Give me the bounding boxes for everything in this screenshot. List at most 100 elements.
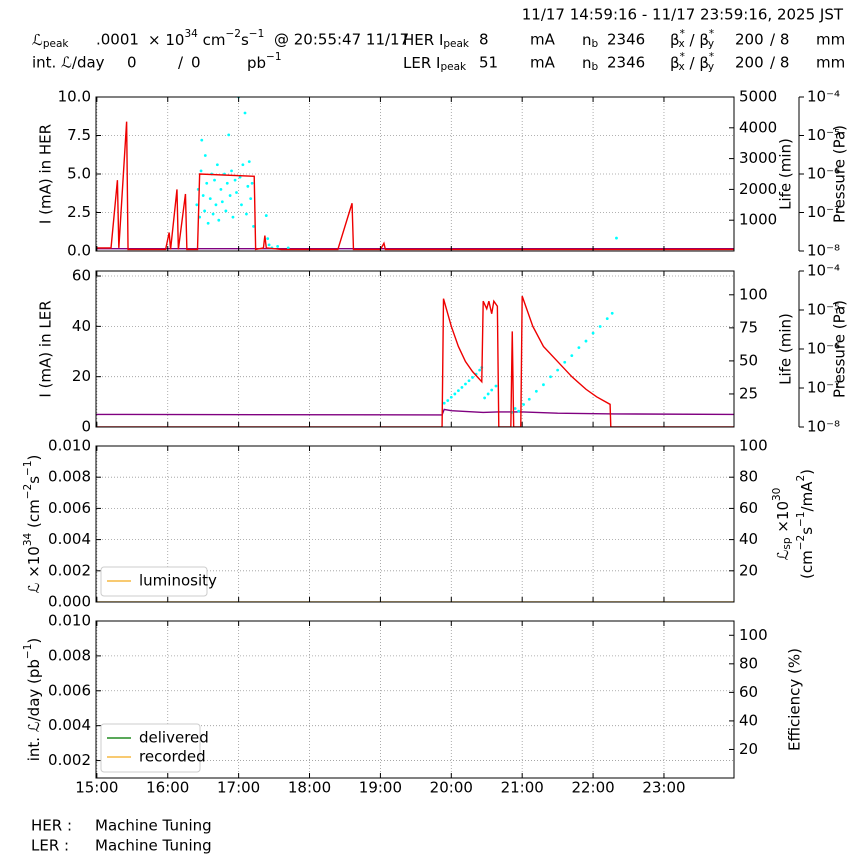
text-part: cm	[198, 31, 226, 49]
y3-tick-label: 10⁻⁵	[807, 301, 840, 319]
life-point	[467, 379, 471, 383]
series-line	[96, 408, 734, 416]
superscript: −2	[795, 535, 807, 550]
life-point	[241, 163, 245, 167]
panel-frame	[95, 620, 735, 779]
header-field: 8	[479, 31, 489, 49]
text-part: β	[670, 31, 680, 49]
y3-axis-label: Pressure (Pa)	[831, 300, 849, 398]
header-field: 200	[735, 31, 764, 49]
header-field: × 1034 cm−2s−1	[148, 28, 264, 49]
life-point	[610, 311, 614, 315]
life-point	[228, 194, 232, 197]
superscript: −1	[266, 51, 281, 63]
life-point	[527, 397, 531, 401]
life-point	[250, 181, 254, 185]
life-point	[276, 244, 280, 248]
header-field: mA	[530, 31, 556, 49]
y-tick-label: 60	[72, 267, 91, 285]
life-point	[478, 368, 482, 372]
y-tick-label: 0.000	[48, 593, 91, 611]
text-part: / β	[685, 54, 709, 72]
life-point	[225, 181, 229, 185]
y3-tick-label: 10⁻⁷	[807, 379, 840, 397]
life-point	[522, 403, 526, 406]
life-point	[542, 383, 545, 387]
header-field: 0	[127, 54, 137, 72]
header-field: β* x / β* y	[670, 28, 714, 50]
life-point	[460, 385, 464, 389]
life-point	[217, 218, 221, 222]
life-point	[556, 368, 560, 372]
x-tick-label: 18:00	[288, 779, 331, 797]
life-point	[453, 392, 457, 396]
panel-frame	[95, 445, 735, 603]
life-point	[266, 237, 270, 241]
legend-label: luminosity	[139, 572, 217, 590]
life-point	[442, 401, 446, 405]
header-field: 200	[735, 54, 764, 72]
legend-label: recorded	[139, 748, 206, 766]
x-tick-label: 15:00	[75, 779, 118, 797]
life-point	[549, 375, 552, 379]
superscript: −1	[22, 460, 34, 475]
life-point	[471, 376, 474, 379]
text-part: s	[25, 476, 43, 484]
legend-box	[100, 723, 201, 773]
life-point	[598, 325, 602, 328]
y2-tick-label: 4000	[739, 118, 777, 136]
superscript: *	[680, 51, 685, 63]
y3-tick-label: 10⁻⁷	[807, 203, 840, 221]
subscript: y	[708, 61, 714, 73]
life-point	[247, 160, 251, 164]
life-point	[534, 389, 538, 393]
header-field: 0	[191, 54, 201, 72]
subscript: b	[592, 38, 599, 50]
life-point	[563, 360, 567, 364]
y-tick-label: 0.006	[48, 499, 91, 517]
life-point	[219, 188, 223, 191]
subscript: x	[679, 38, 685, 50]
y-tick-label: 0.010	[48, 437, 91, 455]
life-point	[243, 111, 247, 115]
y-tick-label: 0.006	[48, 681, 91, 699]
superscript: −1	[795, 511, 807, 526]
header-field: 51	[479, 54, 498, 72]
header-field: nb	[582, 31, 599, 51]
life-point	[224, 209, 228, 213]
y-axis-label: I (mA) in HER	[37, 124, 55, 224]
y2-tick-label: 60	[739, 499, 758, 517]
y2-tick-label: 40	[739, 530, 758, 548]
life-point	[203, 154, 207, 157]
text-part: / β	[685, 31, 709, 49]
superscript: −1	[22, 644, 34, 659]
header-field: mm	[816, 31, 845, 49]
text-part: n	[582, 31, 592, 49]
subscript: b	[592, 61, 599, 73]
y2-tick-label: 1000	[739, 211, 777, 229]
y3-tick-label: 10⁻⁵	[807, 126, 840, 144]
header-field: .0001	[96, 31, 139, 49]
life-point	[213, 178, 216, 182]
y2-tick-label: 80	[739, 468, 758, 486]
text-part: n	[582, 54, 592, 72]
life-point	[203, 209, 207, 213]
life-point	[249, 197, 253, 201]
text-part: /mA	[798, 481, 816, 512]
header-field: LER Ipeak	[403, 54, 467, 74]
y2-axis-label: Life (min)	[777, 138, 795, 210]
x-tick-label: 20:00	[430, 779, 473, 797]
header-field: pb−1	[247, 51, 282, 72]
y-axis-label: ℒ ×1034 (cm−2s−1)	[22, 455, 43, 594]
y-tick-label: 7.5	[67, 126, 91, 144]
header-field: / 8	[770, 31, 789, 49]
text-part: ℒ	[32, 31, 43, 49]
life-point	[570, 354, 574, 358]
life-point	[246, 184, 250, 188]
superscript: *	[680, 28, 685, 40]
life-point	[199, 169, 203, 173]
y-tick-label: 2.5	[67, 203, 91, 221]
y-tick-label: 0.004	[48, 530, 91, 548]
y3-axis-label: Pressure (Pa)	[831, 125, 849, 223]
